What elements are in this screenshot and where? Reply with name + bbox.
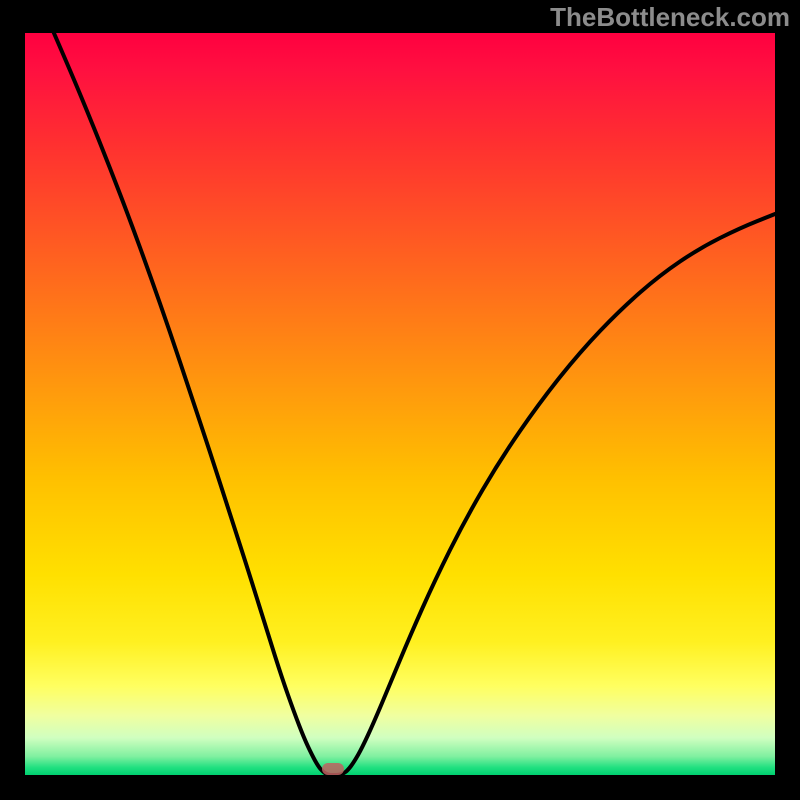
- bottleneck-curve: [50, 24, 775, 775]
- watermark-text: TheBottleneck.com: [550, 2, 790, 33]
- minimum-marker: [322, 763, 344, 775]
- curve-overlay: [0, 0, 800, 800]
- chart-container: TheBottleneck.com: [0, 0, 800, 800]
